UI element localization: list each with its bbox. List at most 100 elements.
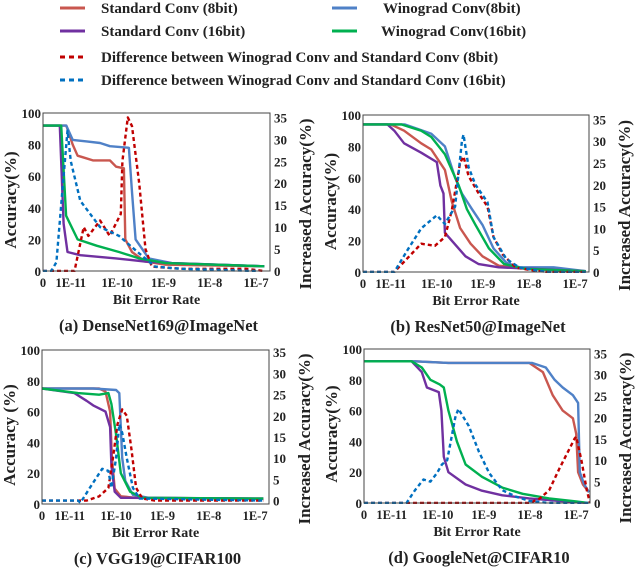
- y-tick-label: 80: [28, 138, 41, 153]
- y2-tick-label: 20: [594, 410, 607, 425]
- y2-tick-label: 20: [273, 409, 286, 424]
- y-tick-label: 100: [21, 343, 41, 358]
- plot-frame: [362, 114, 590, 273]
- y2-axis-label: Increased Accuracy(%): [616, 352, 635, 523]
- y-tick-label: 60: [27, 405, 40, 420]
- y2-tick-label: 0: [594, 496, 601, 511]
- y-tick-label: 40: [28, 201, 41, 216]
- panels: 0 1E-11 1E-10 1E-9 1E-8 1E-702040608010005101…: [0, 106, 635, 568]
- y-tick-label: 0: [356, 496, 363, 511]
- series-line-difference-difference-between-winograd-conv-and-standard-conv-8bit: [42, 408, 264, 502]
- x-tick-label: 1E-11: [376, 508, 407, 522]
- y-tick-label: 20: [28, 232, 41, 247]
- series-line-winograd-conv-8bit: [42, 387, 264, 500]
- x-axis-label: Bit Error Rate: [113, 293, 200, 308]
- y2-tick-label: 5: [594, 475, 601, 490]
- y2-tick-label: 25: [273, 388, 287, 403]
- x-tick-label: 0: [40, 276, 46, 290]
- x-tick-label: 1E-11: [55, 509, 86, 523]
- x-tick-label: 1E-11: [375, 277, 406, 291]
- x-tick-label: 1E-9: [471, 508, 496, 522]
- x-tick-label: 1E-9: [150, 509, 175, 523]
- x-tick-label: 1E-8: [518, 508, 543, 522]
- y-tick-label: 100: [22, 106, 42, 121]
- legend-label: Standard Conv (16bit): [101, 24, 245, 40]
- series-group: [43, 116, 265, 272]
- panel-caption: (a) DenseNet169@ImageNet: [59, 316, 259, 335]
- y2-tick-label: 30: [593, 134, 606, 149]
- y2-tick-label: 35: [273, 345, 287, 360]
- x-tick-label: 1E-10: [100, 509, 131, 523]
- chart-panel: 0 1E-11 1E-10 1E-9 1E-8 1E-7 0 20 40 60 80 100 0 5 10 1…: [322, 342, 635, 567]
- chart-panel: 0 1E-11 1E-10 1E-9 1E-8 1E-7 0 20 40 60 80 100 0 5 10 1…: [0, 343, 314, 568]
- x-tick-label: 1E-9: [151, 276, 176, 290]
- plot-frame: [42, 112, 271, 272]
- y2-tick-label: 25: [593, 156, 607, 171]
- legend-label: Difference between Winograd Conv and Sta…: [101, 50, 498, 66]
- legend-label: Standard Conv (8bit): [101, 1, 238, 17]
- x-tick-label: 1E-10: [422, 508, 453, 522]
- x-tick-label: 1E-7: [244, 276, 269, 290]
- y-tick-label: 40: [348, 202, 361, 217]
- plot-frame: [363, 348, 591, 504]
- x-axis-label: Bit Error Rate: [112, 526, 199, 541]
- chart-panel: 0 1E-11 1E-10 1E-9 1E-8 1E-7 0 20 40 60 80 100 0 5 10 1…: [1, 106, 315, 335]
- y-tick-label: 0: [34, 497, 41, 512]
- y2-tick-label: 25: [274, 154, 288, 169]
- x-tick-label: 0: [360, 277, 366, 291]
- y2-tick-label: 35: [593, 112, 607, 127]
- y2-tick-label: 10: [274, 220, 287, 235]
- y-axis-label: Accuracy(%): [1, 151, 20, 248]
- series-line-standard-conv-16bit: [363, 123, 586, 273]
- y2-tick-label: 10: [273, 451, 286, 466]
- series-line-difference-difference-between-winograd-conv-and-standard-conv-8bit: [364, 435, 590, 504]
- y-tick-label: 40: [349, 434, 362, 449]
- y-tick-label: 0: [355, 265, 362, 280]
- legend-item: Difference between Winograd Conv and Sta…: [60, 73, 506, 89]
- y2-tick-label: 30: [594, 368, 607, 383]
- y2-axis-label: Increased Accuracy(%): [296, 118, 315, 289]
- y2-tick-label: 5: [593, 243, 600, 258]
- x-tick-label: 1E-7: [564, 508, 589, 522]
- x-axis-label: Bit Error Rate: [433, 525, 520, 540]
- series-line-difference-difference-between-winograd-conv-and-standard-conv-16bit: [42, 423, 264, 504]
- y-tick-label: 20: [349, 465, 362, 480]
- x-tick-label: 1E-10: [101, 276, 132, 290]
- legend-item: Winograd Conv(8bit): [332, 1, 521, 17]
- y2-tick-label: 25: [594, 389, 608, 404]
- series-line-standard-conv-16bit: [43, 124, 265, 268]
- y2-tick-label: 5: [273, 472, 280, 487]
- y2-tick-label: 35: [274, 110, 288, 125]
- x-tick-label: 1E-7: [243, 509, 268, 523]
- series-line-difference-difference-between-winograd-conv-and-standard-conv-16bit: [363, 133, 586, 273]
- series-line-winograd-conv-16bit: [42, 387, 264, 500]
- series-line-standard-conv-8bit: [43, 124, 265, 268]
- legend-label: Difference between Winograd Conv and Sta…: [101, 73, 506, 89]
- y2-tick-label: 15: [593, 200, 607, 215]
- y2-tick-label: 10: [593, 221, 606, 236]
- panel-caption: (b) ResNet50@ImageNet: [390, 317, 566, 336]
- y2-axis-label: Increased Accuracy(%): [615, 120, 634, 291]
- x-tick-label: 0: [39, 509, 45, 523]
- x-tick-label: 1E-8: [517, 277, 542, 291]
- legend-item: Standard Conv (16bit): [60, 24, 245, 40]
- plot-frame: [41, 349, 270, 505]
- x-tick-label: 1E-8: [196, 509, 221, 523]
- x-tick-label: 1E-8: [197, 276, 222, 290]
- panel-caption: (c) VGG19@CIFAR100: [74, 549, 241, 568]
- legend-item: Standard Conv (8bit): [60, 1, 238, 17]
- y2-tick-label: 20: [593, 178, 606, 193]
- y-tick-label: 60: [348, 171, 361, 186]
- y2-tick-label: 15: [273, 430, 287, 445]
- x-tick-label: 1E-11: [56, 276, 87, 290]
- y2-tick-label: 5: [274, 242, 281, 257]
- series-line-difference-difference-between-winograd-conv-and-standard-conv-8bit: [363, 155, 586, 273]
- series-group: [42, 387, 264, 504]
- series-group: [363, 123, 586, 273]
- panel-caption: (d) GoogleNet@CIFAR10: [388, 548, 569, 567]
- legend-label: Winograd Conv(8bit): [383, 1, 521, 17]
- y2-tick-label: 0: [593, 265, 600, 280]
- y-tick-label: 20: [348, 234, 361, 249]
- x-tick-label: 1E-7: [563, 277, 588, 291]
